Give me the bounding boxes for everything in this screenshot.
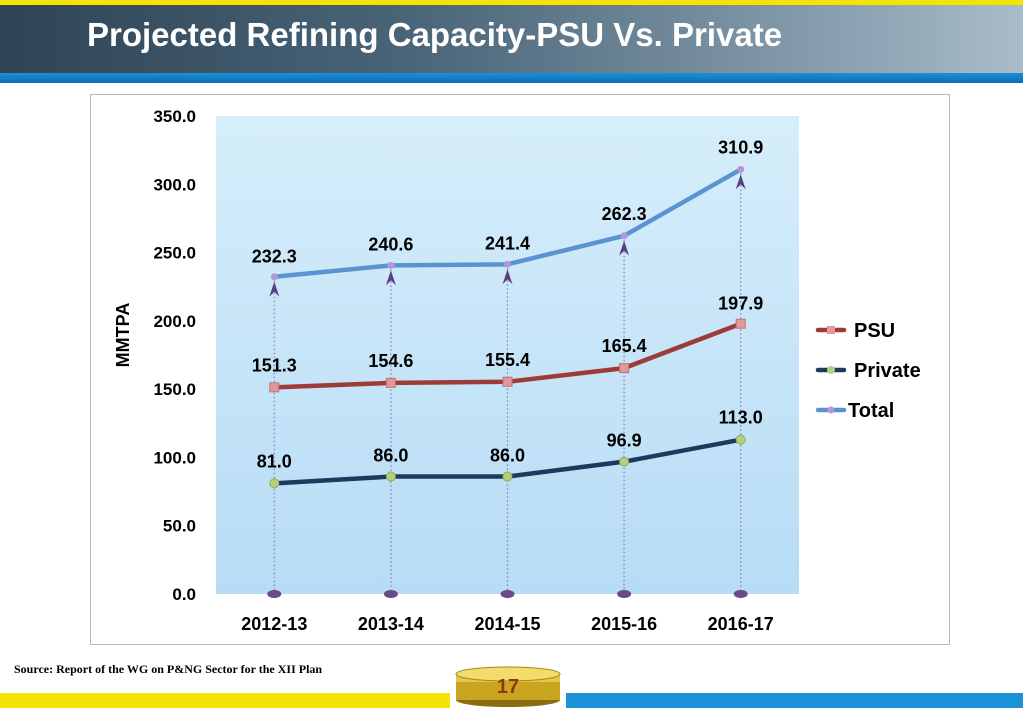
line-chart: 0.0 50.0 100.0 150.0 200.0 250.0 300.0 350.0 MMT… xyxy=(113,107,921,634)
baseline-marker xyxy=(733,590,748,598)
data-label-psu: 197.9 xyxy=(718,294,763,314)
data-label-psu: 151.3 xyxy=(252,355,297,375)
y-tick-label: 300.0 xyxy=(153,175,196,194)
data-label-total: 232.3 xyxy=(252,247,297,267)
baseline-marker xyxy=(267,590,282,598)
data-label-private: 113.0 xyxy=(719,408,763,428)
source-note: Source: Report of the WG on P&NG Sector … xyxy=(14,662,323,676)
x-tick-label: 2015-16 xyxy=(591,614,657,634)
y-tick-label: 200.0 xyxy=(153,312,196,331)
legend-label: Total xyxy=(848,400,894,422)
y-axis-title: MMTPA xyxy=(113,303,133,368)
data-point-psu xyxy=(385,377,396,388)
data-point-psu xyxy=(735,318,746,329)
chart-frame: 0.0 50.0 100.0 150.0 200.0 250.0 300.0 350.0 MMT… xyxy=(90,94,950,645)
data-label-psu: 154.6 xyxy=(368,351,413,371)
y-tick-label: 0.0 xyxy=(172,585,196,604)
total-arrow-marker xyxy=(735,174,746,190)
data-point-private xyxy=(619,456,630,467)
x-tick-label: 2012-13 xyxy=(241,614,307,634)
data-point-total xyxy=(620,232,628,240)
x-tick-label: 2016-17 xyxy=(708,614,774,634)
data-point-private xyxy=(735,434,746,445)
data-point-psu xyxy=(269,382,280,393)
data-label-private: 86.0 xyxy=(490,446,525,466)
gold-badge-icon xyxy=(455,666,561,707)
data-label-total: 240.6 xyxy=(368,234,413,254)
baseline-marker xyxy=(383,590,398,598)
header-underline xyxy=(0,73,1023,83)
y-tick-label: 100.0 xyxy=(153,448,196,467)
legend-label: Private xyxy=(854,360,921,382)
data-point-total xyxy=(387,261,395,269)
legend-marker xyxy=(827,366,835,374)
y-tick-label: 50.0 xyxy=(163,517,196,536)
bottom-yellow-bar xyxy=(0,693,450,708)
y-tick-label: 250.0 xyxy=(153,244,196,263)
total-arrow-marker xyxy=(619,240,630,256)
baseline-marker xyxy=(617,590,632,598)
legend-label: PSU xyxy=(854,320,895,342)
data-point-psu xyxy=(502,376,513,387)
legend-marker xyxy=(827,406,835,414)
data-label-total: 262.3 xyxy=(602,204,647,224)
data-label-psu: 155.4 xyxy=(485,350,530,370)
page-number-badge: 17 xyxy=(450,664,566,708)
bottom-blue-bar xyxy=(566,693,1023,708)
data-point-total xyxy=(270,273,278,281)
data-point-total xyxy=(504,260,511,268)
data-label-private: 86.0 xyxy=(373,446,408,466)
baseline-marker xyxy=(500,590,515,598)
data-point-private xyxy=(502,471,513,482)
header-banner xyxy=(0,5,1023,73)
data-label-total: 310.9 xyxy=(718,137,763,157)
data-label-total: 241.4 xyxy=(485,233,530,253)
data-point-total xyxy=(737,165,745,173)
top-accent-stripe xyxy=(0,0,1023,5)
y-tick-label: 350.0 xyxy=(153,107,196,126)
y-tick-label: 150.0 xyxy=(153,380,196,399)
total-arrow-marker xyxy=(269,281,280,297)
data-point-private xyxy=(385,471,396,482)
data-label-private: 81.0 xyxy=(257,451,292,471)
total-arrow-marker xyxy=(385,270,396,286)
x-tick-label: 2013-14 xyxy=(358,614,424,634)
data-point-psu xyxy=(619,363,630,374)
plot-area xyxy=(216,116,799,594)
data-label-psu: 165.4 xyxy=(602,336,647,356)
total-arrow-marker xyxy=(502,269,513,285)
page-number: 17 xyxy=(496,676,520,698)
x-tick-label: 2014-15 xyxy=(474,614,540,634)
data-point-private xyxy=(269,478,280,489)
data-label-private: 96.9 xyxy=(607,431,642,451)
page-title: Projected Refining Capacity-PSU Vs. Priv… xyxy=(87,16,783,53)
legend-marker xyxy=(827,326,835,334)
